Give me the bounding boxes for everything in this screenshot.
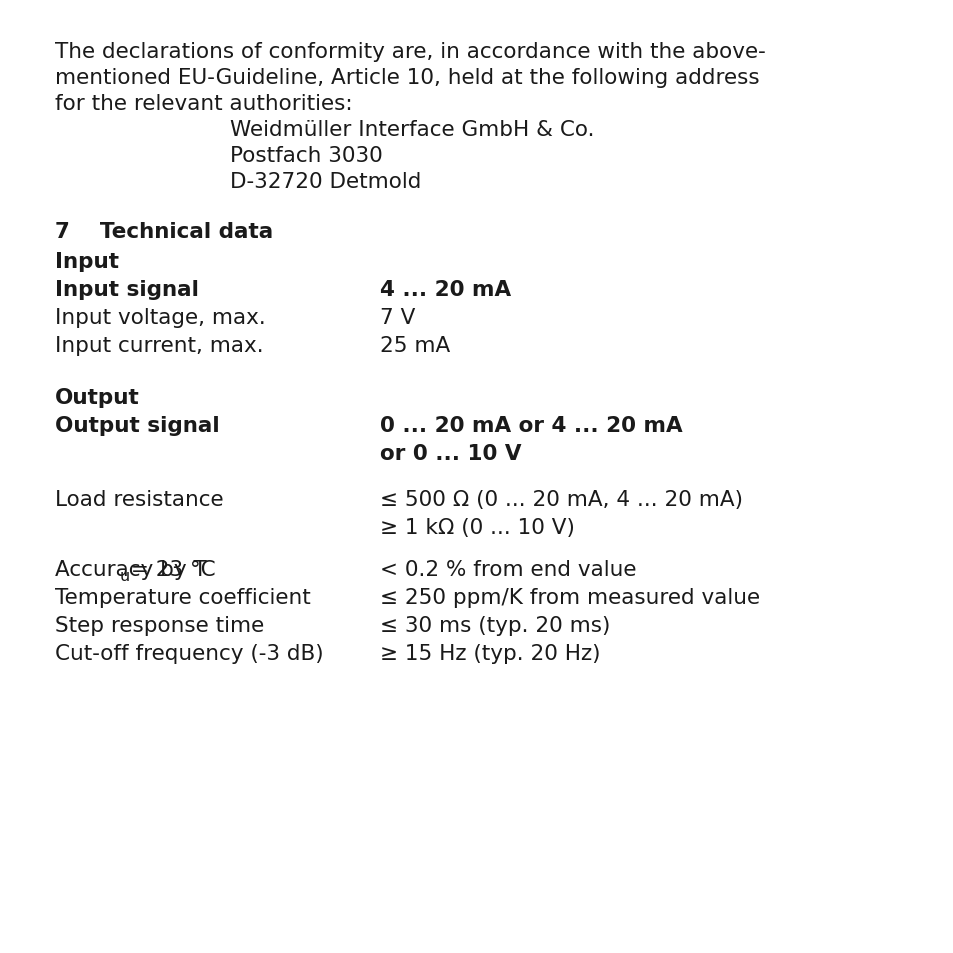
Text: 7 V: 7 V <box>379 308 415 328</box>
Text: ≥ 1 kΩ (0 ... 10 V): ≥ 1 kΩ (0 ... 10 V) <box>379 517 575 537</box>
Text: u: u <box>120 568 130 583</box>
Text: for the relevant authorities:: for the relevant authorities: <box>55 94 353 113</box>
Text: Input: Input <box>55 252 119 272</box>
Text: Weidmüller Interface GmbH & Co.: Weidmüller Interface GmbH & Co. <box>230 120 594 140</box>
Text: 7    Technical data: 7 Technical data <box>55 222 273 242</box>
Text: Output signal: Output signal <box>55 416 219 436</box>
Text: Step response time: Step response time <box>55 616 264 636</box>
Text: Input signal: Input signal <box>55 280 198 299</box>
Text: Temperature coefficient: Temperature coefficient <box>55 587 311 607</box>
Text: D-32720 Detmold: D-32720 Detmold <box>230 172 421 192</box>
Text: 0 ... 20 mA or 4 ... 20 mA: 0 ... 20 mA or 4 ... 20 mA <box>379 416 682 436</box>
Text: Input voltage, max.: Input voltage, max. <box>55 308 266 328</box>
Text: Input current, max.: Input current, max. <box>55 335 263 355</box>
Text: or 0 ... 10 V: or 0 ... 10 V <box>379 443 521 463</box>
Text: Output: Output <box>55 388 139 408</box>
Text: Accuracy by T: Accuracy by T <box>55 559 207 579</box>
Text: The declarations of conformity are, in accordance with the above-: The declarations of conformity are, in a… <box>55 42 765 62</box>
Text: Cut-off frequency (-3 dB): Cut-off frequency (-3 dB) <box>55 643 323 663</box>
Text: ≥ 15 Hz (typ. 20 Hz): ≥ 15 Hz (typ. 20 Hz) <box>379 643 599 663</box>
Text: ≤ 30 ms (typ. 20 ms): ≤ 30 ms (typ. 20 ms) <box>379 616 610 636</box>
Text: mentioned EU-Guideline, Article 10, held at the following address: mentioned EU-Guideline, Article 10, held… <box>55 68 759 88</box>
Text: < 0.2 % from end value: < 0.2 % from end value <box>379 559 636 579</box>
Text: ≤ 500 Ω (0 ... 20 mA, 4 ... 20 mA): ≤ 500 Ω (0 ... 20 mA, 4 ... 20 mA) <box>379 490 742 510</box>
Text: 25 mA: 25 mA <box>379 335 450 355</box>
Text: = 23 °C: = 23 °C <box>124 559 215 579</box>
Text: 4 ... 20 mA: 4 ... 20 mA <box>379 280 511 299</box>
Text: Postfach 3030: Postfach 3030 <box>230 146 382 166</box>
Text: Load resistance: Load resistance <box>55 490 223 510</box>
Text: ≤ 250 ppm/K from measured value: ≤ 250 ppm/K from measured value <box>379 587 760 607</box>
